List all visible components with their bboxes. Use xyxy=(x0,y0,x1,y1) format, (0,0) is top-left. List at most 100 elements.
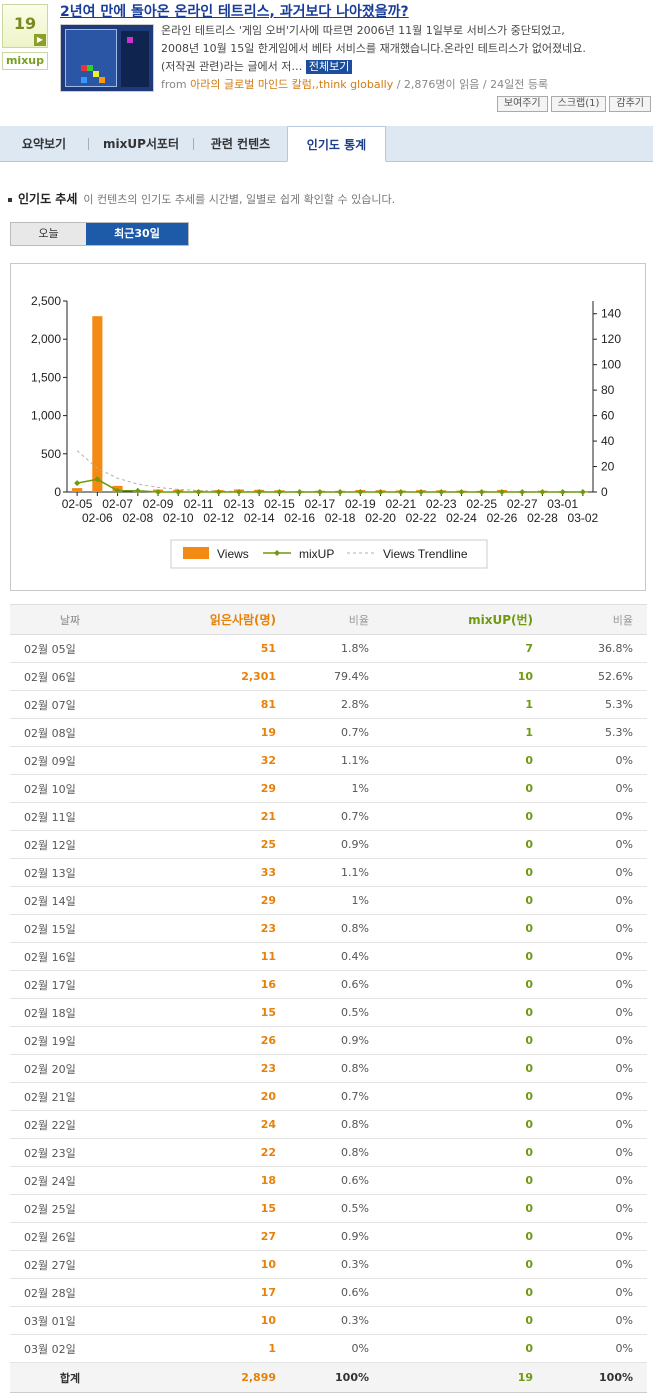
article-title[interactable]: 2년여 만에 돌아온 온라인 테트리스, 과거보다 나아졌을까? xyxy=(60,4,409,20)
cell-views: 27 xyxy=(130,1222,282,1251)
table-row: 02월 11일 21 0.7% 0 0% xyxy=(10,802,647,831)
meta-from-label: from xyxy=(161,78,187,91)
table-row: 02월 24일 18 0.6% 0 0% xyxy=(10,1166,647,1195)
cell-views-ratio: 0.3% xyxy=(282,1250,375,1279)
tab-popularity-stats[interactable]: 인기도 통계 xyxy=(287,126,386,162)
period-30days-button[interactable]: 최근30일 xyxy=(86,223,188,245)
meta-stats: / 2,876명이 읽음 / 24일전 등록 xyxy=(393,78,549,91)
total-cell-date: 합계 xyxy=(10,1362,130,1393)
table-row: 02월 10일 29 1% 0 0% xyxy=(10,774,647,803)
tab-related-content[interactable]: 관련 컨텐츠 xyxy=(210,137,271,151)
cell-views: 33 xyxy=(130,858,282,887)
legend-mixup-label: mixUP xyxy=(299,547,334,561)
cell-views: 51 xyxy=(130,634,282,663)
views-trendline xyxy=(76,450,583,493)
cell-mixup-ratio: 0% xyxy=(539,858,647,887)
bullet-icon xyxy=(8,198,12,202)
cell-views-ratio: 0.6% xyxy=(282,1166,375,1195)
x-tick-label: 02-15 xyxy=(264,497,295,511)
cell-mixup: 0 xyxy=(375,1110,539,1139)
cell-date: 02월 25일 xyxy=(10,1194,130,1223)
cell-views: 29 xyxy=(130,886,282,915)
section-description: 이 컨텐츠의 인기도 추세를 시간별, 일별로 쉽게 확인할 수 있습니다. xyxy=(83,193,396,206)
period-today-button[interactable]: 오늘 xyxy=(11,223,86,245)
tab-bar: 요약보기 mixUP서포터 관련 컨텐츠 인기도 통계 xyxy=(0,126,653,162)
mixup-point xyxy=(438,489,445,495)
mixup-point xyxy=(276,489,283,495)
full-view-button[interactable]: 전체보기 xyxy=(305,60,353,74)
cell-mixup-ratio: 36.8% xyxy=(539,634,647,663)
scrap-button[interactable]: 스크랩(1) xyxy=(550,96,607,112)
x-tick-label: 02-24 xyxy=(446,511,477,525)
mixup-point xyxy=(74,480,81,487)
mixup-point xyxy=(498,489,505,495)
x-tick-label: 02-07 xyxy=(102,497,133,511)
cell-date: 02월 10일 xyxy=(10,774,130,803)
hide-button[interactable]: 감추기 xyxy=(609,96,651,112)
summary-line: 2008년 10월 15일 한게임에서 베타 서비스를 재개했습니다.온라인 테… xyxy=(161,42,586,55)
table-row: 02월 22일 24 0.8% 0 0% xyxy=(10,1110,647,1139)
legend-views-swatch xyxy=(183,547,209,559)
total-cell-mixup: 19 xyxy=(375,1362,539,1393)
mixup-point xyxy=(458,489,465,495)
cell-mixup: 0 xyxy=(375,1278,539,1307)
cell-date: 02월 06일 xyxy=(10,662,130,691)
x-tick-label: 02-14 xyxy=(244,511,275,525)
cell-views-ratio: 79.4% xyxy=(282,662,375,691)
cell-mixup: 0 xyxy=(375,914,539,943)
mixup-point xyxy=(134,487,141,494)
x-tick-label: 02-20 xyxy=(365,511,396,525)
x-tick-label: 02-06 xyxy=(82,511,113,525)
mixup-line xyxy=(76,478,583,493)
cell-mixup: 0 xyxy=(375,1222,539,1251)
cell-views: 11 xyxy=(130,942,282,971)
cell-views-ratio: 1.8% xyxy=(282,634,375,663)
cell-views-ratio: 0.3% xyxy=(282,1306,375,1335)
tab-mixup-supporters[interactable]: mixUP서포터 xyxy=(102,137,180,151)
mixup-point xyxy=(397,489,404,495)
x-tick-label: 02-27 xyxy=(507,497,538,511)
cell-mixup-ratio: 0% xyxy=(539,1082,647,1111)
cell-mixup: 0 xyxy=(375,746,539,775)
cell-mixup: 7 xyxy=(375,634,539,663)
show-button[interactable]: 보여주기 xyxy=(496,96,548,112)
rank-arrow-icon[interactable]: ▶ xyxy=(34,34,46,46)
article-thumbnail[interactable] xyxy=(60,24,154,92)
cell-mixup-ratio: 0% xyxy=(539,1166,647,1195)
cell-date: 02월 27일 xyxy=(10,1250,130,1279)
y-right-tick-label: 80 xyxy=(601,383,615,397)
mixup-point xyxy=(337,489,344,495)
cell-mixup-ratio: 5.3% xyxy=(539,690,647,719)
cell-views: 18 xyxy=(130,1166,282,1195)
source-link[interactable]: 아라의 글로벌 마인드 칼럼,,think globally xyxy=(190,78,394,91)
y-right-tick-label: 0 xyxy=(601,485,608,499)
cell-date: 02월 18일 xyxy=(10,998,130,1027)
table-row: 02월 06일 2,301 79.4% 10 52.6% xyxy=(10,662,647,691)
cell-mixup-ratio: 0% xyxy=(539,1334,647,1363)
cell-views-ratio: 0.7% xyxy=(282,718,375,747)
cell-mixup: 0 xyxy=(375,886,539,915)
y-left-tick-label: 1,500 xyxy=(31,370,61,384)
cell-views: 10 xyxy=(130,1250,282,1279)
cell-date: 02월 26일 xyxy=(10,1222,130,1251)
cell-mixup-ratio: 0% xyxy=(539,914,647,943)
cell-date: 02월 13일 xyxy=(10,858,130,887)
mixup-point xyxy=(478,489,485,495)
stats-table: 날짜 읽은사람(명) 비율 mixUP(번) 비율 02월 05일 51 1.8% 7… xyxy=(10,604,647,1393)
action-buttons: 보여주기 스크랩(1) 감추기 xyxy=(496,96,651,112)
cell-mixup-ratio: 0% xyxy=(539,998,647,1027)
y-right-tick-label: 40 xyxy=(601,434,615,448)
summary-line: 온라인 테트리스 '게임 오버'기사에 따르면 2006년 11월 1일부로 서… xyxy=(161,24,565,37)
cell-mixup: 10 xyxy=(375,662,539,691)
header-date: 날짜 xyxy=(10,604,130,635)
table-row: 02월 27일 10 0.3% 0 0% xyxy=(10,1250,647,1279)
section-title: 인기도 추세 xyxy=(18,192,78,206)
cell-mixup-ratio: 0% xyxy=(539,774,647,803)
cell-views-ratio: 0.8% xyxy=(282,1110,375,1139)
tab-summary[interactable]: 요약보기 xyxy=(21,137,67,151)
mixup-logo[interactable]: mixup xyxy=(2,52,48,70)
total-cell-views-ratio: 100% xyxy=(282,1362,375,1393)
cell-views: 26 xyxy=(130,1026,282,1055)
cell-views-ratio: 0.8% xyxy=(282,1138,375,1167)
cell-views: 29 xyxy=(130,774,282,803)
